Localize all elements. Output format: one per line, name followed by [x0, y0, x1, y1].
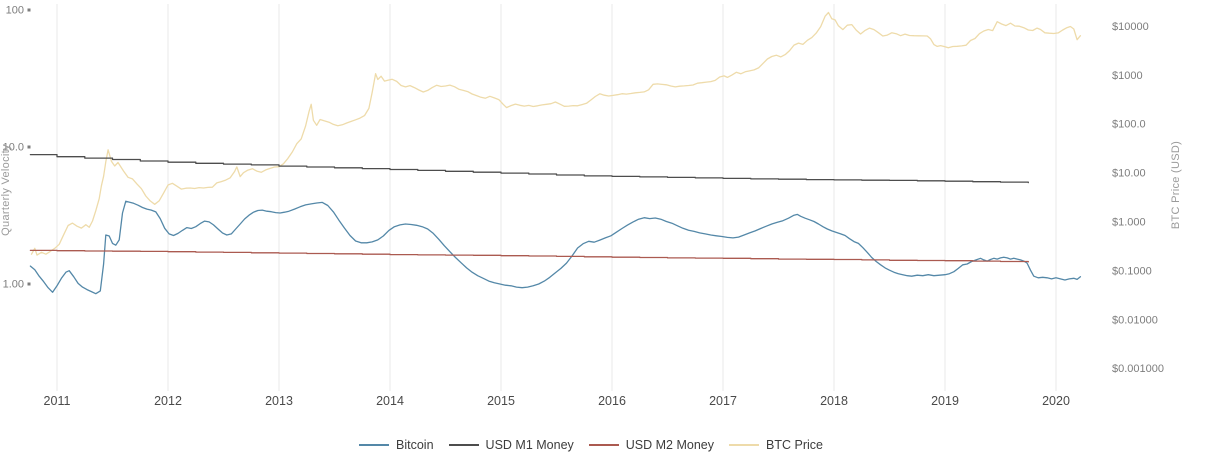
legend-swatch-bitcoin	[359, 444, 390, 446]
x-tick-label-2018: 2018	[820, 394, 848, 408]
x-tick-label-2012: 2012	[154, 394, 182, 408]
left-tick-mark	[27, 145, 31, 149]
right-tick-label--0-01000: $0.01000	[1112, 314, 1158, 326]
legend-label-usd-m1-money: USD M1 Money	[485, 438, 574, 452]
right-tick-label--10-00: $10.00	[1112, 168, 1146, 180]
x-tick-label-2013: 2013	[265, 394, 293, 408]
legend-item-usd-m1-money[interactable]: USD M1 Money	[448, 438, 574, 452]
x-tick-label-2017: 2017	[709, 394, 737, 408]
legend-swatch-usd-m1-money	[448, 444, 479, 446]
legend-swatch-btc-price	[729, 444, 760, 446]
legend-item-btc-price[interactable]: BTC Price	[729, 438, 823, 452]
right-tick-label--0-1000: $0.1000	[1112, 265, 1152, 277]
left-axis-title: Quarterly Velocity	[0, 144, 12, 236]
series-line-btc-price	[30, 11, 1082, 256]
left-tick-mark	[27, 8, 31, 12]
x-tick-label-2020: 2020	[1042, 394, 1070, 408]
right-tick-label--1000: $1000	[1112, 70, 1143, 82]
x-tick-label-2011: 2011	[44, 394, 71, 408]
x-tick-label-2019: 2019	[931, 394, 959, 408]
series-line-usd-m1-money	[29, 153, 1029, 184]
legend-label-bitcoin: Bitcoin	[396, 438, 434, 452]
legend-item-usd-m2-money[interactable]: USD M2 Money	[588, 438, 715, 452]
legend-swatch-usd-m2-money	[588, 444, 619, 446]
left-tick-mark	[27, 282, 31, 286]
legend-item-bitcoin[interactable]: Bitcoin	[359, 438, 434, 452]
right-tick-label--1-000: $1.000	[1112, 217, 1146, 229]
left-tick-label-1.00: 1.00	[3, 279, 24, 291]
legend-label-usd-m2-money: USD M2 Money	[625, 438, 715, 452]
right-axis-title: BTC Price (USD)	[1170, 140, 1182, 230]
x-tick-label-2014: 2014	[376, 394, 404, 408]
x-tick-label-2016: 2016	[598, 394, 626, 408]
right-tick-label--10000: $10000	[1112, 21, 1149, 33]
left-tick-label-100: 100	[6, 5, 24, 17]
right-tick-label--100-0: $100.0	[1112, 119, 1146, 131]
x-tick-label-2015: 2015	[487, 394, 515, 408]
chart-legend: Bitcoin USD M1 Money USD M2 Money BTC Price	[0, 438, 1182, 452]
series-line-usd-m2-money	[29, 249, 1029, 263]
right-tick-label--0-001000: $0.001000	[1112, 363, 1164, 375]
chart-area: 2011 2012 2013 2014 2015 2016 2017 2018 2019 2020…	[0, 0, 1208, 420]
legend-label-btc-price: BTC Price	[766, 438, 823, 452]
chart-canvas[interactable]: 2011 2012 2013 2014 2015 2016 2017 2018 2019 2020…	[0, 0, 1208, 420]
series-line-bitcoin	[29, 200, 1082, 295]
left-tick-label-10.0: 10.0	[3, 142, 24, 154]
